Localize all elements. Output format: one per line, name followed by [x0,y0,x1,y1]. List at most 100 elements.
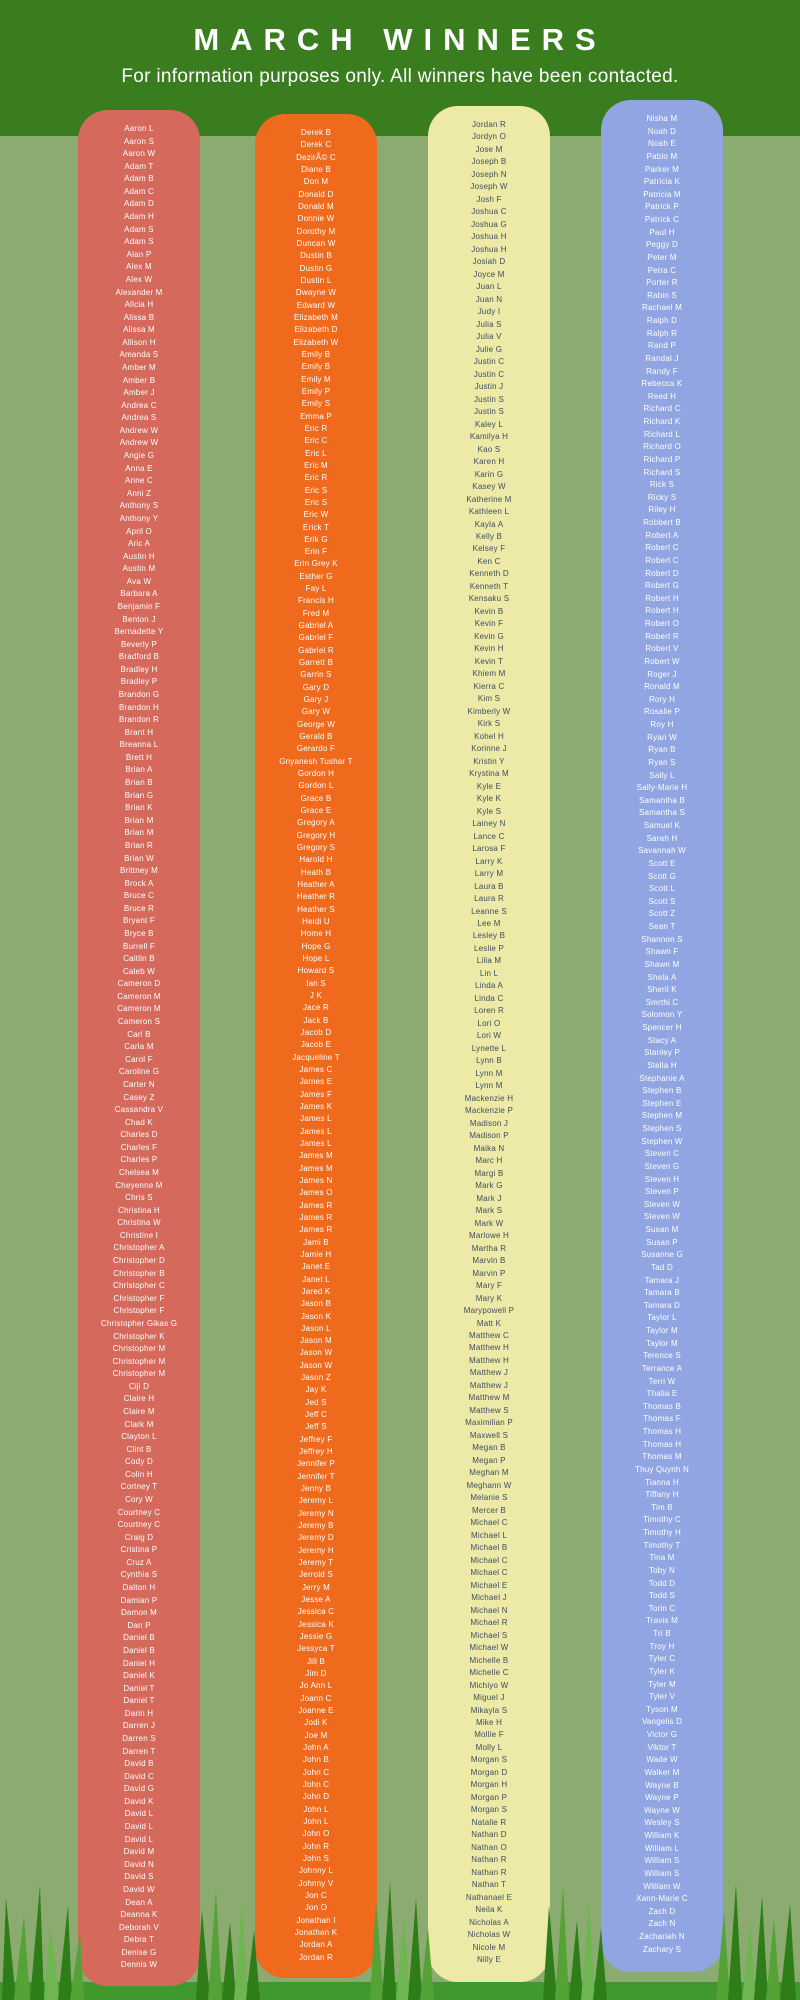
winner-name: Nicholas W [467,1930,511,1940]
winner-name: Kaley L [474,419,504,429]
winner-name: Lori O [477,1018,501,1028]
winner-name: Jon C [305,1890,327,1900]
winner-name: Judy I [477,307,501,317]
winner-name: Kyle S [476,806,502,816]
winner-name: Robert O [644,619,680,628]
winner-name: Michael L [470,1530,508,1540]
winner-name: Debra T [123,1935,155,1945]
winner-name: Eric S [304,485,328,495]
winner-name: Garrett B [298,658,334,668]
winner-name: Johnny V [298,1878,334,1888]
winner-name: Leanne S [471,906,507,916]
winner-name: Gary W [301,707,331,717]
winner-name: Brian A [125,765,153,775]
winner-name: Porter R [646,278,678,288]
winner-name: Caroline G [118,1067,160,1077]
winner-name: James M [299,1163,333,1173]
winner-name: Jerrold S [299,1570,333,1580]
winner-name: Mark W [474,1218,504,1228]
winners-column-1: Aaron L Aaron S Aaron W Adam T Adam B Adam C A… [78,110,200,1986]
winner-name: Justin C [473,357,505,367]
winner-name: Timothy H [643,1528,681,1537]
winner-name: Noah E [648,139,676,149]
winner-name: Aaron W [122,149,156,159]
winners-column-3: Jordan R Jordyn O Jose M Joseph B Joseph N Jo… [428,106,550,1982]
winner-name: Ralph R [646,328,678,338]
winner-name: Jordan A [299,1940,333,1950]
winner-name: Jason Z [301,1373,331,1383]
winner-name: Gregory H [296,830,336,840]
winner-name: Rand P [648,341,676,351]
winner-name: Joshua H [471,232,507,242]
winner-name: Joanne E [298,1706,334,1715]
winner-name: Jill B [306,1656,326,1666]
winner-name: Terrance A [641,1363,683,1373]
winner-name: George W [296,719,336,729]
winner-name: Susan M [645,1225,679,1234]
winner-name: Rabin S [647,290,677,300]
winner-name: Robert H [645,593,679,603]
winner-name: Bryce B [124,929,154,938]
winner-name: Jacqueline T [292,1052,340,1062]
winner-name: Jay K [305,1385,327,1395]
winner-name: Wayne B [645,1780,679,1790]
winner-name: Jessica K [297,1619,335,1629]
winner-name: Claire M [123,1406,155,1416]
winner-name: Steven G [644,1161,680,1171]
winner-name: Joshua C [471,207,507,217]
winner-name: Randy F [646,366,678,376]
winner-name: Mercer B [471,1505,507,1515]
winner-name: Nathanael E [465,1892,513,1902]
winner-name: Kao S [477,444,501,454]
winner-name: Cortney T [120,1482,158,1492]
winner-name: Tyler V [648,1692,676,1702]
winner-name: Zachariah N [639,1932,685,1941]
winner-name: Robert C [645,543,679,553]
winner-name: Caleb W [122,966,156,976]
winner-name: Brian M [124,815,154,825]
winner-name: Joshua H [471,244,507,254]
winner-name: Jennifer T [297,1471,335,1481]
winner-name: Anthony S [119,501,159,511]
winner-name: Meghann W [466,1480,512,1490]
winner-name: Zach D [648,1906,676,1916]
winner-name: Patricia K [643,177,681,187]
winner-name: Ralph D [646,316,678,325]
winner-name: Daniel B [123,1633,155,1643]
winner-name: Megan P [472,1455,506,1465]
winner-name: James E [299,1077,333,1087]
winner-name: James L [300,1114,332,1124]
winner-name: Peggy D [645,240,679,250]
winner-name: Reed H [647,391,677,401]
winner-name: Casey Z [123,1092,155,1102]
winner-name: James L [300,1126,332,1136]
winner-name: Miguel J [473,1693,505,1703]
winner-name: Lainey N [472,819,506,829]
winner-name: Erin Grey K [294,559,338,569]
winner-name: Loren R [474,1006,504,1016]
winner-name: Jessica C [297,1607,335,1617]
winner-name: Juan L [476,282,502,292]
winner-name: Emily S [301,399,331,409]
winner-name: Kimberly W [467,706,511,716]
winner-name: Nisha M [646,114,678,123]
winner-name: Daniel H [122,1658,156,1668]
winner-name: Richard L [643,429,681,439]
winner-name: Neila K [475,1905,503,1915]
winner-name: Michael N [470,1605,508,1615]
winner-name: Kyle E [476,781,502,791]
winner-name: Taylor M [646,1326,678,1335]
winner-name: Joseph W [470,182,508,192]
winner-name: Gerald B [299,732,333,742]
winner-name: Madison J [469,1118,509,1128]
winner-name: Jeffrey F [299,1434,333,1444]
winner-name: J K [309,990,323,1000]
winner-name: Robert G [644,581,680,591]
winner-name: Brian R [124,840,154,850]
winner-name: Kristin Y [473,756,505,766]
winner-name: Anni Z [126,488,152,498]
winner-name: Charles D [120,1130,158,1140]
winner-name: Adam S [124,237,154,247]
winner-name: Kayla A [474,519,504,529]
winner-name: Morgan S [470,1805,508,1815]
